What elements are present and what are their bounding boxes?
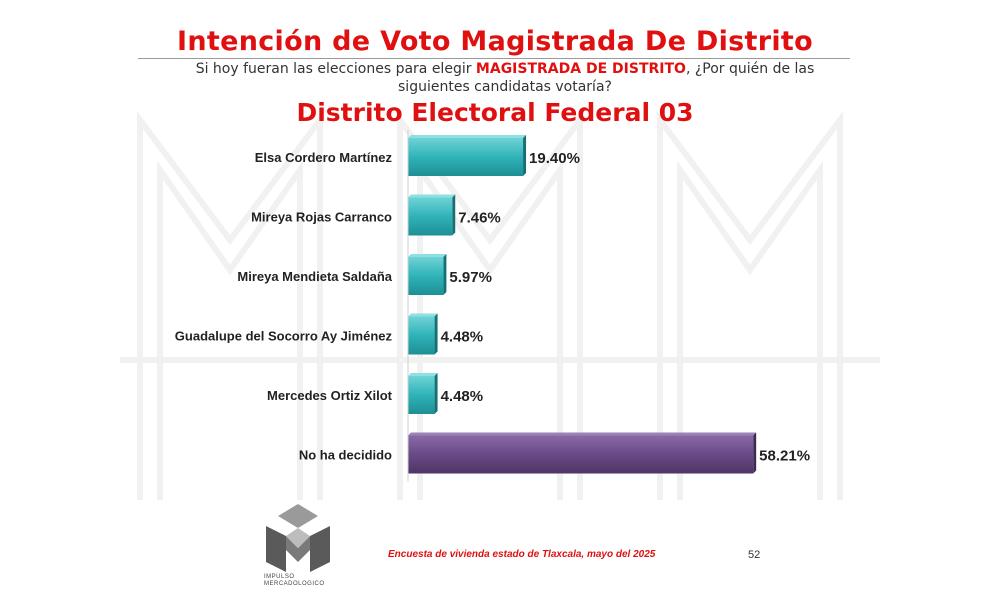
bar-mercedes-ortiz-xilot [408, 376, 435, 414]
value-label-mireya-mendieta-saldana: 5.97% [449, 269, 492, 286]
category-label-guadalupe-del-socorro-ay-jimenez: Guadalupe del Socorro Ay Jiménez [175, 329, 393, 344]
question-text-end: , ¿Por quién de las siguientes candidata… [398, 61, 815, 95]
page-number: 52 [748, 549, 761, 561]
bar-guadalupe-del-socorro-ay-jimenez [408, 316, 435, 355]
bar-top-mercedes-ortiz-xilot [408, 373, 438, 376]
header-rule [138, 58, 850, 59]
value-label-mireya-rojas-carranco: 7.46% [458, 210, 501, 227]
bar-top-guadalupe-del-socorro-ay-jimenez [408, 313, 438, 317]
category-label-elsa-cordero-martinez: Elsa Cordero Martínez [255, 150, 393, 165]
category-label-no-ha-decidido: No ha decidido [299, 448, 392, 463]
logo-line-2: MERCADOLOGICO [264, 581, 325, 587]
bar-side-mireya-rojas-carranco [452, 194, 456, 236]
impulso-logo-icon [266, 504, 330, 572]
bar-no-ha-decidido [408, 435, 754, 474]
source-note: Encuesta de vivienda estado de Tlaxcala,… [388, 549, 656, 560]
value-label-guadalupe-del-socorro-ay-jimenez: 4.48% [441, 329, 484, 346]
bar-side-elsa-cordero-martinez [523, 135, 527, 176]
bar-mireya-mendieta-saldana [408, 257, 444, 295]
bar-side-mercedes-ortiz-xilot [434, 373, 438, 414]
value-label-no-ha-decidido: 58.21% [759, 448, 810, 465]
question-text-start: Si hoy fueran las elecciones para elegir [195, 61, 476, 77]
bar-top-no-ha-decidido [408, 432, 757, 436]
bar-side-mireya-mendieta-saldana [443, 254, 447, 295]
value-label-elsa-cordero-martinez: 19.40% [529, 150, 580, 167]
chart-title: Intención de Voto Magistrada De Distrito [177, 26, 813, 57]
category-label-mireya-mendieta-saldana: Mireya Mendieta Saldaña [237, 269, 392, 284]
bar-top-mireya-rojas-carranco [408, 194, 456, 198]
survey-question: Si hoy fueran las elecciones para elegir… [160, 60, 850, 96]
bar-side-no-ha-decidido [753, 432, 757, 474]
bar-top-mireya-mendieta-saldana [408, 254, 447, 257]
logo-text: IMPULSO MERCADOLOGICO [264, 574, 354, 588]
bar-side-guadalupe-del-socorro-ay-jimenez [434, 313, 438, 355]
bar-elsa-cordero-martinez [408, 138, 524, 176]
bar-top-elsa-cordero-martinez [408, 135, 527, 138]
value-label-mercedes-ortiz-xilot: 4.48% [441, 388, 484, 405]
logo-line-1: IMPULSO [264, 574, 295, 580]
bar-mireya-rojas-carranco [408, 197, 453, 236]
category-label-mireya-rojas-carranco: Mireya Rojas Carranco [251, 210, 392, 225]
category-label-mercedes-ortiz-xilot: Mercedes Ortiz Xilot [267, 388, 393, 403]
question-highlight: MAGISTRADA DE DISTRITO [475, 61, 686, 77]
chart-subtitle: Distrito Electoral Federal 03 [296, 98, 694, 127]
